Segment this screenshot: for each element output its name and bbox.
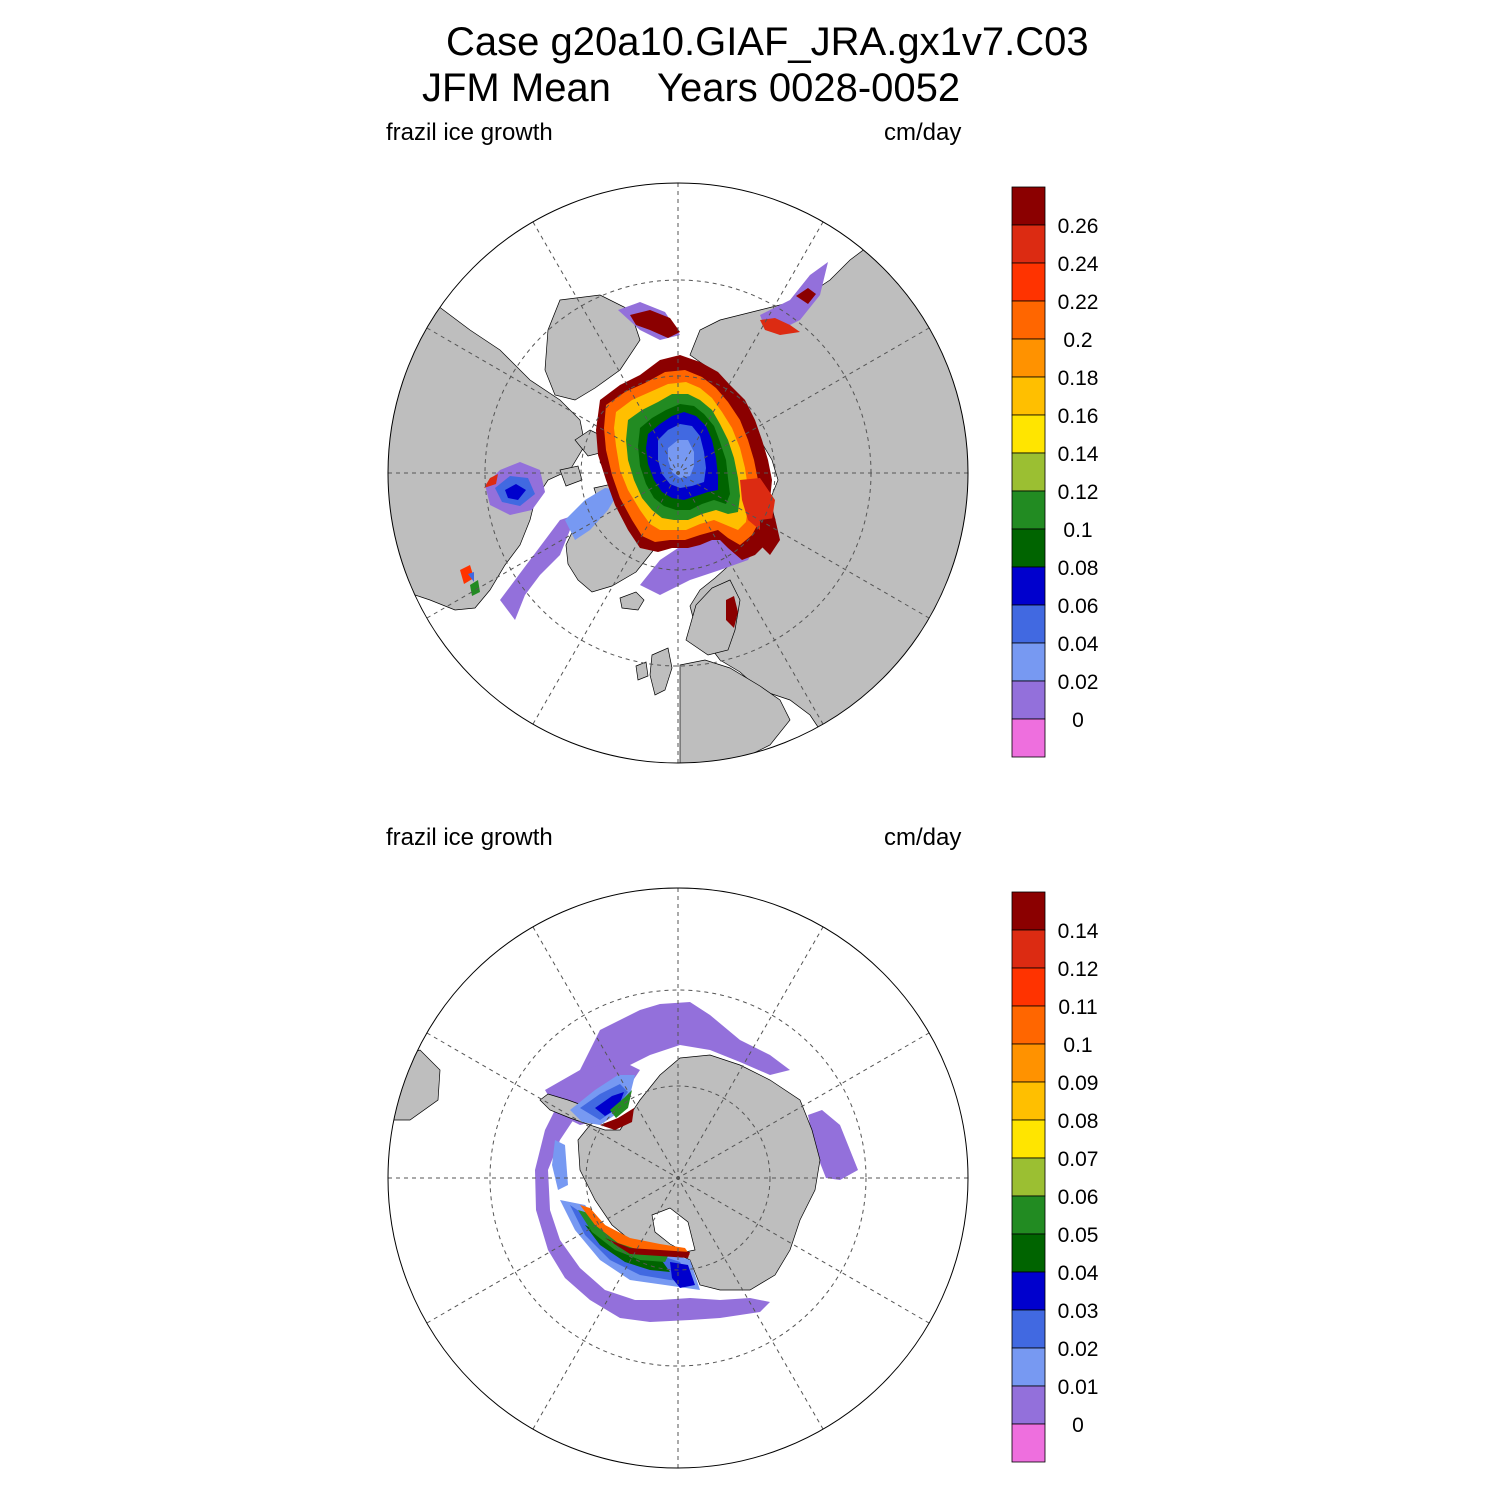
north-map-fields — [388, 244, 968, 763]
colorbar-north-swatch — [1011, 224, 1046, 264]
scandinavia — [685, 579, 741, 656]
colorbar-south-tick-label: 0.05 — [1058, 1224, 1099, 1247]
north-map-border — [387, 182, 969, 764]
europe-landmass — [679, 659, 791, 763]
colorbar-south-swatch — [1011, 1081, 1046, 1121]
colorbar-north: 0.26 0.24 0.22 0.2 0.18 0.16 0.14 0.12 0.1 0.08 0.… — [1011, 186, 1099, 758]
colorbar-south-tick-label: 0.06 — [1058, 1186, 1099, 1209]
colorbar-south-swatch — [1011, 1347, 1046, 1387]
colorbar-south-tick-label: 0.07 — [1058, 1148, 1099, 1171]
colorbar-north-tick-label: 0.06 — [1058, 595, 1099, 618]
figure-subtitle: JFM Mean Years 0028-0052 — [422, 68, 960, 108]
colorbar-south-swatch — [1011, 891, 1046, 931]
colorbar-south-swatch — [1011, 929, 1046, 969]
colorbar-south-swatch — [1011, 1385, 1046, 1425]
colorbar-north-tick-label: 0.24 — [1058, 253, 1099, 276]
colorbar-south-tick-label: 0.03 — [1058, 1300, 1099, 1323]
years-label: Years 0028-0052 — [656, 66, 961, 110]
colorbar-north-swatch — [1011, 566, 1046, 606]
colorbar-south: 0.14 0.12 0.11 0.1 0.09 0.08 0.07 0.06 0.05 0.04 0… — [1011, 891, 1099, 1463]
colorbar-north-swatch — [1011, 186, 1046, 226]
colorbar-north-tick-label: 0.22 — [1058, 291, 1099, 314]
north-polar-map — [387, 182, 969, 764]
colorbar-south-swatch — [1011, 1157, 1046, 1197]
antarctica — [577, 1054, 821, 1291]
season-label: JFM Mean — [422, 66, 611, 110]
colorbar-north-tick-label: 0.08 — [1058, 557, 1099, 580]
colorbar-north-swatch — [1011, 452, 1046, 492]
colorbar-south-tick-label: 0.14 — [1058, 920, 1099, 943]
colorbar-south-tick-label: 0.11 — [1058, 996, 1097, 1019]
colorbar-north-tick-label: 0.26 — [1058, 215, 1099, 238]
colorbar-north-swatch — [1011, 414, 1046, 454]
colorbar-north-swatch — [1011, 262, 1046, 302]
colorbar-north-swatch — [1011, 642, 1046, 682]
colorbar-north-tick-label: 0.18 — [1058, 367, 1099, 390]
colorbar-north-swatch — [1011, 300, 1046, 340]
colorbar-north-tick-label: 0.1 — [1063, 519, 1092, 542]
colorbar-north-tick-label: 0.16 — [1058, 405, 1099, 428]
alaska — [544, 294, 641, 401]
colorbar-south-tick-label: 0.08 — [1058, 1110, 1099, 1133]
colorbar-north-tick-label: 0.02 — [1058, 671, 1099, 694]
units-label-south: cm/day — [884, 824, 962, 851]
colorbar-south-swatch — [1011, 1119, 1046, 1159]
colorbar-south-tick-label: 0.09 — [1058, 1072, 1099, 1095]
colorbar-south-swatch — [1011, 1043, 1046, 1083]
colorbar-south-tick-label: 0.04 — [1058, 1262, 1099, 1285]
colorbar-south-swatch — [1011, 1195, 1046, 1235]
south-polar-map — [387, 887, 969, 1469]
colorbar-north-swatch — [1011, 376, 1046, 416]
colorbar-north-swatch — [1011, 338, 1046, 378]
colorbar-south-tick-label: 0.02 — [1058, 1338, 1099, 1361]
colorbar-north-swatch — [1011, 718, 1046, 758]
variable-label-south: frazil ice growth — [386, 824, 553, 851]
iceland — [619, 591, 645, 611]
colorbar-south-tick-label: 0.1 — [1063, 1034, 1092, 1057]
figure-title: Case g20a10.GIAF_JRA.gx1v7.C03 — [446, 20, 1089, 64]
colorbar-north-swatch — [1011, 604, 1046, 644]
colorbar-north-tick-label: 0 — [1072, 709, 1084, 732]
colorbar-north-tick-label: 0.2 — [1063, 329, 1092, 352]
colorbar-south-swatch — [1011, 1005, 1046, 1045]
colorbar-south-swatch — [1011, 1271, 1046, 1311]
colorbar-north-swatch — [1011, 680, 1046, 720]
colorbar-south-swatch — [1011, 1423, 1046, 1463]
south-map-border — [387, 887, 969, 1469]
colorbar-north-swatch — [1011, 528, 1046, 568]
colorbar-south-tick-label: 0.01 — [1058, 1376, 1099, 1399]
british-isles — [649, 647, 673, 696]
units-label-north: cm/day — [884, 119, 962, 146]
colorbar-south-swatch — [1011, 1233, 1046, 1273]
colorbar-south-swatch — [1011, 967, 1046, 1007]
colorbar-north-tick-label: 0.04 — [1058, 633, 1099, 656]
colorbar-south-swatch — [1011, 1309, 1046, 1349]
colorbar-north-tick-label: 0.14 — [1058, 443, 1099, 466]
colorbar-south-tick-label: 0 — [1072, 1414, 1084, 1437]
south-graticule — [388, 888, 968, 1468]
north-graticule — [388, 183, 968, 763]
colorbar-south-tick-label: 0.12 — [1058, 958, 1099, 981]
variable-label-north: frazil ice growth — [386, 119, 553, 146]
colorbar-north-swatch — [1011, 490, 1046, 530]
colorbar-north-tick-label: 0.12 — [1058, 481, 1099, 504]
